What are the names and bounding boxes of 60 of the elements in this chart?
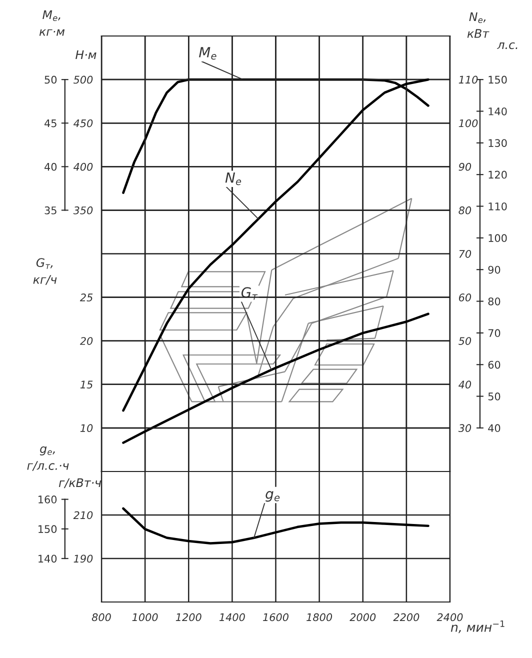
y-tick-label: 25: [80, 294, 93, 302]
x-tick-label: 1600: [263, 613, 288, 622]
y2-tick-label: 100: [458, 119, 478, 128]
y2-tick-label: 70: [459, 250, 472, 258]
x-tick-label: 1400: [219, 613, 245, 622]
line-series: [122, 78, 430, 412]
y3-tick-label: 50: [488, 392, 500, 400]
y2-tick-label: 40: [44, 162, 57, 171]
y2-tick-label: 45: [44, 119, 56, 128]
y2-tick-label: 50: [458, 337, 472, 345]
x-tick-label: 1200: [176, 613, 202, 622]
y3-tick-label: 40: [488, 424, 500, 432]
y-tick-label: 500: [73, 76, 93, 84]
line-series: [122, 507, 430, 544]
y3-tick-label: 70: [488, 329, 500, 338]
x-tick-label: 1800: [306, 613, 332, 622]
x-tick-label: 1000: [132, 613, 158, 622]
x-tick-label: 2400: [436, 613, 463, 622]
y-tick-label: 10: [80, 424, 93, 432]
x-tick-label: 2000: [350, 613, 376, 622]
y3-axis-title: л.с.: [497, 42, 518, 50]
y3-tick-label: 150: [488, 76, 507, 84]
y-tick-label: 210: [73, 511, 93, 520]
y3-tick-label: 90: [488, 266, 500, 274]
y2-tick-label: 160: [38, 496, 57, 504]
y-tick-label: 450: [73, 119, 93, 128]
x-tick-label: 800: [92, 613, 111, 622]
y2-tick-label: 90: [458, 162, 472, 171]
text: g$_{e}$: [266, 491, 280, 502]
y2-tick-label: 60: [458, 294, 472, 302]
y2-tick-label: 140: [38, 554, 57, 563]
y2-tick-label: 110: [458, 76, 478, 84]
y3-tick-label: 80: [488, 297, 500, 306]
y3-tick-label: 110: [488, 202, 507, 210]
y2-tick-label: 40: [458, 380, 472, 389]
y3-tick-label: 140: [488, 107, 507, 116]
y2-tick-label: 30: [458, 424, 472, 432]
series-label: M$_{e}$: [199, 47, 216, 60]
y2-tick-label: 80: [458, 206, 472, 214]
y2-axis-title: N$_{e}$, кВт: [467, 12, 490, 38]
y-axis-title: Н·м: [76, 50, 96, 59]
y2-axis-title: M$_{e}$, кг·м: [39, 10, 65, 36]
y-tick-label: 190: [74, 554, 93, 563]
line-series: [122, 312, 430, 444]
y2-tick-label: 50: [44, 76, 57, 84]
text: N$_{e}$: [225, 172, 242, 186]
y3-tick-label: 60: [488, 360, 500, 369]
y-axis-title: г/кВт·ч: [58, 478, 102, 488]
y-axis-title: G$_{т}$, кг/ч: [33, 258, 57, 285]
y-tick-label: 15: [80, 380, 93, 389]
y3-tick-label: 100: [488, 234, 507, 242]
y2-tick-label: 35: [44, 206, 56, 214]
x-axis-title: n, мин$^{−1}$: [450, 620, 504, 634]
y-tick-label: 400: [73, 162, 93, 171]
y3-tick-label: 120: [488, 170, 507, 179]
y-tick-label: 20: [80, 337, 93, 345]
y3-tick-label: 130: [488, 139, 507, 147]
y2-tick-label: 150: [38, 525, 57, 534]
y-tick-label: 350: [73, 206, 93, 214]
x-tick-label: 2200: [393, 613, 420, 622]
